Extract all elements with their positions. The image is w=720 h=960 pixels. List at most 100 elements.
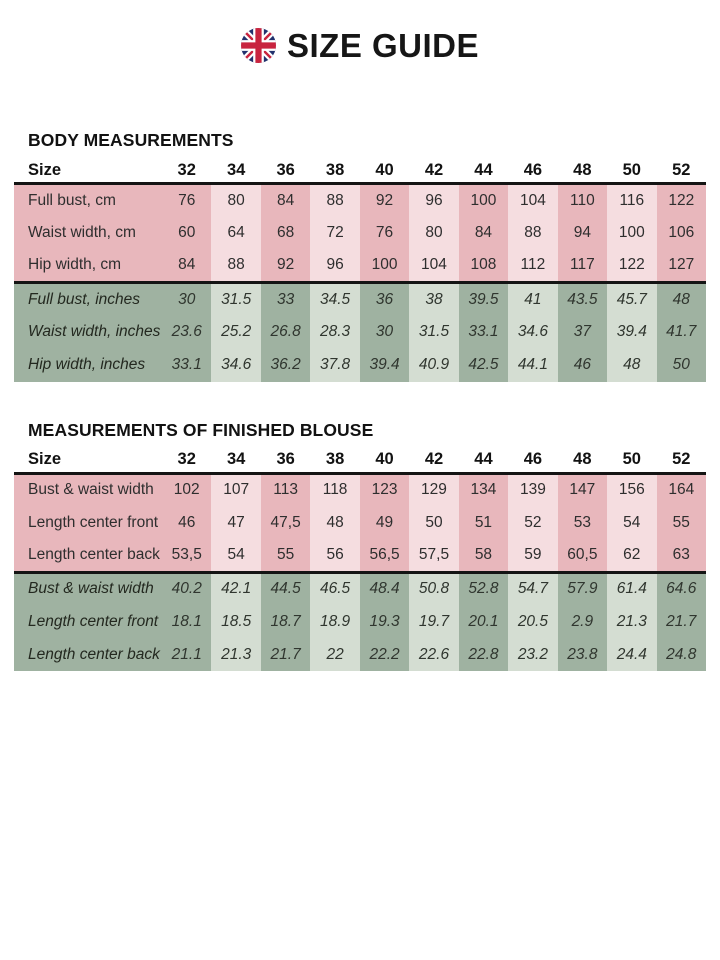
size-header-cell: 32 xyxy=(162,158,212,185)
value-cell: 96 xyxy=(409,183,459,217)
value-cell: 39.5 xyxy=(458,281,509,316)
size-header-cell: 36 xyxy=(260,448,311,475)
value-cell: 88 xyxy=(508,216,558,250)
value-cell: 84 xyxy=(260,183,311,217)
table-row: Full bust, inches 30 31.5 33 34.5 36 38 39.5 41 4… xyxy=(14,281,706,316)
value-cell: 134 xyxy=(458,473,509,506)
value-cell: 34.6 xyxy=(508,315,558,349)
size-header-cell: 52 xyxy=(656,158,706,185)
value-cell: 55 xyxy=(260,539,311,572)
table-row: Full bust, cm 76 80 84 88 92 96 100 104 110 116 122 xyxy=(14,183,706,217)
value-cell: 100 xyxy=(458,183,509,217)
value-cell: 47 xyxy=(211,506,261,539)
row-label: Length center front xyxy=(14,605,162,638)
value-cell: 23.2 xyxy=(508,638,558,671)
row-label: Length center back xyxy=(14,539,162,572)
value-cell: 38 xyxy=(409,281,459,316)
size-header-cell: 40 xyxy=(359,448,410,475)
value-cell: 44.5 xyxy=(260,570,311,605)
value-cell: 164 xyxy=(656,473,706,506)
value-cell: 36 xyxy=(359,281,410,316)
value-cell: 21.3 xyxy=(211,638,261,671)
value-cell: 68 xyxy=(260,216,311,250)
size-header-cell: 38 xyxy=(310,448,360,475)
value-cell: 59 xyxy=(508,539,558,572)
value-cell: 36.2 xyxy=(260,348,311,382)
value-cell: 18.7 xyxy=(260,605,311,638)
green-section: Bust & waist width 40.2 42.1 44.5 46.5 48.4 50… xyxy=(14,570,706,671)
row-label: Length center back xyxy=(14,638,162,671)
pink-section: Full bust, cm 76 80 84 88 92 96 100 104 110 116 122… xyxy=(14,183,706,283)
size-header-cell: 52 xyxy=(656,448,706,475)
row-label: Length center front xyxy=(14,506,162,539)
value-cell: 39.4 xyxy=(607,315,657,349)
value-cell: 102 xyxy=(162,473,212,506)
value-cell: 42.1 xyxy=(211,570,261,605)
value-cell: 156 xyxy=(607,473,657,506)
value-cell: 43.5 xyxy=(557,281,608,316)
size-header-cell: 50 xyxy=(607,158,657,185)
table-row: Bust & waist width 40.2 42.1 44.5 46.5 48.4 50… xyxy=(14,570,706,605)
value-cell: 88 xyxy=(211,249,261,283)
value-cell: 62 xyxy=(607,539,657,572)
green-section: Full bust, inches 30 31.5 33 34.5 36 38 39.5 41 4… xyxy=(14,281,706,382)
size-header-cell: 38 xyxy=(310,158,360,185)
value-cell: 26.8 xyxy=(260,315,311,349)
row-label: Hip width, cm xyxy=(14,249,162,283)
value-cell: 34.5 xyxy=(310,281,360,316)
value-cell: 92 xyxy=(260,249,311,283)
table-row: Length center front 18.1 18.5 18.7 18.9 19.3 1… xyxy=(14,605,706,638)
value-cell: 2.9 xyxy=(557,605,608,638)
table-row: Waist width, inches 23.6 25.2 26.8 28.3 30 31.… xyxy=(14,315,706,349)
row-label: Bust & waist width xyxy=(14,473,162,506)
value-cell: 22.8 xyxy=(458,638,509,671)
value-cell: 106 xyxy=(656,216,706,250)
value-cell: 20.1 xyxy=(458,605,509,638)
value-cell: 76 xyxy=(162,183,212,217)
value-cell: 61.4 xyxy=(607,570,657,605)
value-cell: 50.8 xyxy=(409,570,459,605)
value-cell: 107 xyxy=(211,473,261,506)
value-cell: 110 xyxy=(557,183,608,217)
value-cell: 92 xyxy=(359,183,410,217)
value-cell: 21.3 xyxy=(607,605,657,638)
value-cell: 46 xyxy=(162,506,212,539)
value-cell: 52.8 xyxy=(458,570,509,605)
size-header-cell: 34 xyxy=(211,158,261,185)
size-header-cell: 50 xyxy=(607,448,657,475)
size-column-label: Size xyxy=(14,158,162,185)
value-cell: 44.1 xyxy=(508,348,558,382)
value-cell: 20.5 xyxy=(508,605,558,638)
section-body-measurements: BODY MEASUREMENTS Size 32 34 36 38 40 42 44 46 48… xyxy=(0,131,720,382)
value-cell: 24.4 xyxy=(607,638,657,671)
value-cell: 41 xyxy=(508,281,558,316)
value-cell: 64.6 xyxy=(656,570,706,605)
value-cell: 100 xyxy=(359,249,410,283)
value-cell: 48 xyxy=(656,281,706,316)
value-cell: 22 xyxy=(310,638,360,671)
body-measurements-table: Size 32 34 36 38 40 42 44 46 48 50 52 Full bust, cm 7… xyxy=(14,158,706,382)
size-header-cell: 48 xyxy=(557,158,608,185)
value-cell: 122 xyxy=(656,183,706,217)
value-cell: 117 xyxy=(557,249,608,283)
size-header-cell: 42 xyxy=(409,158,459,185)
value-cell: 45.7 xyxy=(607,281,657,316)
value-cell: 127 xyxy=(656,249,706,283)
value-cell: 30 xyxy=(359,315,410,349)
value-cell: 116 xyxy=(607,183,657,217)
row-label: Full bust, cm xyxy=(14,183,162,217)
value-cell: 37 xyxy=(557,315,608,349)
size-header-row: Size 32 34 36 38 40 42 44 46 48 50 52 xyxy=(14,158,706,185)
value-cell: 24.8 xyxy=(656,638,706,671)
size-header-cell: 32 xyxy=(162,448,212,475)
value-cell: 31.5 xyxy=(211,281,261,316)
table-row: Length center front 46 47 47,5 48 49 50 51 52 53 5… xyxy=(14,506,706,539)
value-cell: 63 xyxy=(656,539,706,572)
value-cell: 22.6 xyxy=(409,638,459,671)
value-cell: 55 xyxy=(656,506,706,539)
value-cell: 76 xyxy=(359,216,410,250)
value-cell: 49 xyxy=(359,506,410,539)
value-cell: 56,5 xyxy=(359,539,410,572)
row-label: Bust & waist width xyxy=(14,570,162,605)
